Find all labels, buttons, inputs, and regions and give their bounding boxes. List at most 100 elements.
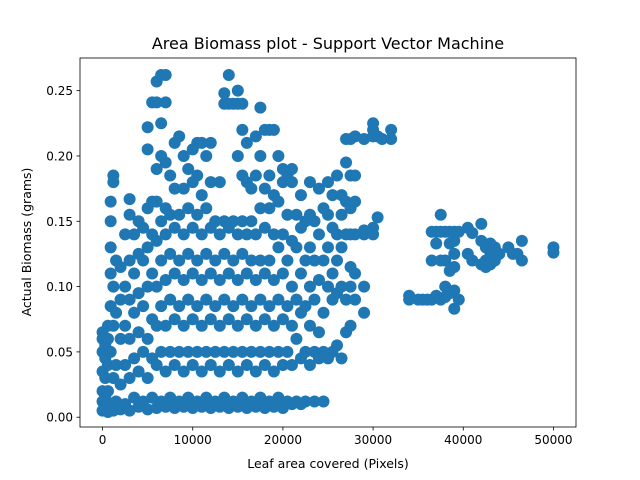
y-tick-label: 0.00	[46, 411, 73, 425]
data-point	[141, 121, 154, 134]
data-point	[317, 395, 330, 408]
data-point	[168, 267, 181, 280]
data-point	[168, 313, 181, 326]
data-point	[137, 221, 150, 234]
data-point	[137, 254, 150, 267]
data-point	[150, 195, 163, 208]
data-point	[299, 300, 312, 313]
x-tick-label: 20000	[264, 433, 302, 447]
data-point	[137, 300, 150, 313]
data-point	[258, 221, 271, 234]
data-point	[367, 117, 380, 130]
data-point	[240, 313, 253, 326]
data-point	[204, 176, 217, 189]
data-point	[358, 306, 371, 319]
data-point	[290, 293, 303, 306]
data-point	[312, 274, 325, 287]
data-point	[515, 234, 528, 247]
data-point	[267, 365, 280, 378]
data-point	[150, 280, 163, 293]
data-point	[466, 227, 479, 240]
y-axis-title: Actual Biomass (grams)	[19, 168, 34, 317]
data-point	[231, 228, 244, 241]
data-point	[267, 274, 280, 287]
data-point	[254, 345, 267, 358]
data-point	[141, 403, 154, 416]
data-point	[267, 400, 280, 413]
data-point	[281, 300, 294, 313]
data-point	[249, 400, 262, 413]
data-point	[200, 293, 213, 306]
data-point	[326, 267, 339, 280]
data-point	[236, 123, 249, 136]
data-point	[236, 215, 249, 228]
data-point	[227, 215, 240, 228]
data-point	[439, 254, 452, 267]
data-point	[254, 293, 267, 306]
data-point	[367, 221, 380, 234]
data-point	[209, 215, 222, 228]
data-point	[240, 136, 253, 149]
data-point	[294, 189, 307, 202]
data-point	[303, 176, 316, 189]
data-point	[204, 313, 217, 326]
data-point	[290, 332, 303, 345]
data-point	[227, 345, 240, 358]
scatter-points	[96, 68, 560, 418]
data-point	[200, 345, 213, 358]
data-point	[213, 228, 226, 241]
data-point	[168, 358, 181, 371]
data-point	[547, 246, 560, 259]
data-point	[245, 254, 258, 267]
data-point	[128, 228, 141, 241]
data-point	[272, 149, 285, 162]
data-point	[128, 306, 141, 319]
data-point	[448, 284, 461, 297]
x-tick-label: 40000	[444, 433, 482, 447]
data-point	[258, 182, 271, 195]
data-point	[403, 293, 416, 306]
data-point	[249, 319, 262, 332]
data-point	[218, 247, 231, 260]
data-point	[182, 247, 195, 260]
data-point	[340, 156, 353, 169]
data-point	[258, 313, 271, 326]
data-point	[159, 319, 172, 332]
data-point	[177, 319, 190, 332]
data-point	[231, 274, 244, 287]
data-point	[349, 195, 362, 208]
data-point	[141, 143, 154, 156]
data-point	[312, 182, 325, 195]
data-point	[371, 211, 384, 224]
data-point	[231, 149, 244, 162]
data-point	[222, 358, 235, 371]
data-point	[249, 169, 262, 182]
data-point	[177, 149, 190, 162]
data-point	[195, 189, 208, 202]
data-point	[245, 300, 258, 313]
data-point	[272, 195, 285, 208]
data-point	[213, 274, 226, 287]
data-point	[195, 319, 208, 332]
data-point	[317, 306, 330, 319]
data-point	[434, 208, 447, 221]
data-point	[254, 202, 267, 215]
data-point	[200, 247, 213, 260]
y-tick-label: 0.10	[46, 280, 73, 294]
data-point	[155, 254, 168, 267]
data-point	[322, 176, 334, 189]
data-point	[104, 215, 117, 228]
chart-title: Area Biomass plot - Support Vector Machi…	[152, 34, 504, 53]
data-point	[186, 358, 199, 371]
data-point	[159, 400, 172, 413]
data-point	[164, 208, 177, 221]
data-point	[263, 202, 276, 215]
data-point	[227, 254, 240, 267]
data-point	[213, 176, 226, 189]
data-point	[222, 313, 235, 326]
data-point	[254, 391, 267, 404]
data-point	[258, 358, 271, 371]
data-point	[335, 280, 348, 293]
data-point	[177, 365, 190, 378]
data-point	[123, 193, 136, 206]
